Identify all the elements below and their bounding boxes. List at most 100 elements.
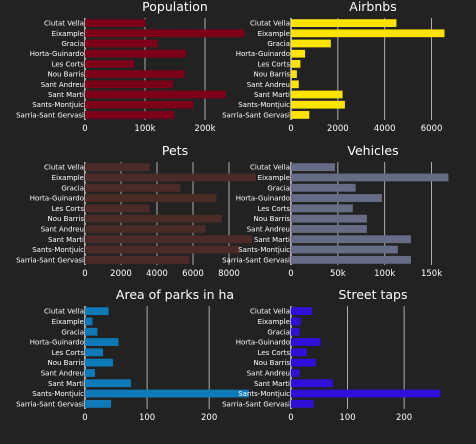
pets-panel: 0 2000 4000 6000 8000 Ciutat Vella Eixample Gra… xyxy=(16,143,256,279)
bar xyxy=(291,225,367,233)
bar xyxy=(291,70,297,78)
category-label: Horta-Guinardo xyxy=(236,50,290,58)
category-label: Ciutat Vella xyxy=(250,308,290,316)
category-label: Ciutat Vella xyxy=(44,164,84,172)
category-label: Gracia xyxy=(61,328,84,336)
x-tick-label: 8000 xyxy=(218,269,240,279)
airbnbs-panel: 0 2000 4000 6000 Ciutat Vella Eixample Gracia H… xyxy=(222,0,445,134)
category-label: Nou Barris xyxy=(48,359,85,367)
x-tick-label: 200 xyxy=(201,413,217,423)
bar xyxy=(85,194,217,202)
category-label: Eixample xyxy=(52,318,84,326)
category-label: Nou Barris xyxy=(254,215,291,223)
bar xyxy=(291,369,300,377)
category-label: Sant Marti xyxy=(48,91,84,99)
bar xyxy=(291,90,343,99)
bar xyxy=(85,348,103,357)
chart-title: Population xyxy=(142,0,208,14)
bar xyxy=(291,19,397,27)
bar xyxy=(85,399,112,408)
x-tick-label: 100 xyxy=(339,413,355,423)
category-label: Ciutat Vella xyxy=(250,164,290,172)
bar xyxy=(85,327,98,336)
category-label: Sants-Montjuic xyxy=(238,101,290,109)
category-label: Sant Marti xyxy=(254,380,290,388)
category-label: Sants-Montjuic xyxy=(238,246,290,254)
category-label: Gracia xyxy=(61,40,84,48)
bar xyxy=(85,19,146,27)
category-label: Sants-Montjuic xyxy=(238,390,290,398)
x-tick-label: 100k xyxy=(374,269,395,279)
bar xyxy=(291,29,445,38)
category-label: Horta-Guinardo xyxy=(30,50,84,58)
category-label: Sants-Montjuic xyxy=(32,246,84,254)
bar xyxy=(85,389,249,398)
x-tick-label: 150k xyxy=(421,269,442,279)
x-tick-label: 4000 xyxy=(146,269,168,279)
bar xyxy=(291,100,345,109)
chart-title: Area of parks in ha xyxy=(116,287,234,302)
bar xyxy=(85,255,190,264)
vehicles-panel: 0 50k 100k 150k Ciutat Vella Eixample Gracia Ho… xyxy=(222,143,449,279)
bar xyxy=(291,235,411,244)
bar xyxy=(85,173,256,182)
category-label: Sarria-Sant Gervasi xyxy=(222,111,290,119)
bar xyxy=(291,194,382,202)
bar xyxy=(291,163,336,172)
bar xyxy=(85,39,158,48)
category-label: Horta-Guinardo xyxy=(30,339,84,347)
bar xyxy=(85,163,150,172)
x-tick-label: 100k xyxy=(134,124,155,134)
x-tick-label: 0 xyxy=(288,269,293,279)
bar xyxy=(291,389,441,398)
bar xyxy=(291,399,314,408)
category-label: Nou Barris xyxy=(254,71,291,79)
bar xyxy=(85,358,113,367)
x-tick-label: 2000 xyxy=(110,269,132,279)
bar xyxy=(291,80,299,89)
category-label: Sants-Montjuic xyxy=(32,390,84,398)
bar xyxy=(85,70,185,78)
bar xyxy=(85,29,245,38)
chart-title: Pets xyxy=(162,143,188,158)
parks-area-panel: 0 100 200 Ciutat Vella Eixample Gracia Horta-G… xyxy=(16,287,249,423)
category-label: Sant Marti xyxy=(254,91,290,99)
x-tick-label: 200 xyxy=(396,413,412,423)
category-label: Sant Andreu xyxy=(247,81,290,89)
category-label: Sant Andreu xyxy=(41,81,84,89)
population-panel: 0 100k 200k Ciutat Vella Eixample Gracia Horta… xyxy=(16,0,245,134)
category-label: Eixample xyxy=(52,30,84,38)
x-tick-label: 2000 xyxy=(327,124,349,134)
category-label: Eixample xyxy=(258,318,290,326)
category-label: Sant Andreu xyxy=(41,225,84,233)
bar xyxy=(85,90,226,99)
x-tick-label: 6000 xyxy=(182,269,204,279)
category-label: Nou Barris xyxy=(48,215,85,223)
bar xyxy=(85,100,194,109)
category-label: Nou Barris xyxy=(254,359,291,367)
category-label: Ciutat Vella xyxy=(250,20,290,28)
bar xyxy=(85,214,222,223)
bar xyxy=(291,348,307,357)
category-label: Sarria-Sant Gervasi xyxy=(16,400,84,408)
bar xyxy=(85,183,181,192)
chart-title: Airbnbs xyxy=(349,0,396,14)
category-label: Gracia xyxy=(267,40,290,48)
x-tick-label: 6000 xyxy=(421,124,443,134)
category-label: Eixample xyxy=(258,174,290,182)
bar xyxy=(291,338,321,346)
category-label: Gracia xyxy=(267,328,290,336)
bar xyxy=(291,379,333,388)
category-label: Sarria-Sant Gervasi xyxy=(222,400,290,408)
bar xyxy=(291,204,353,213)
bar xyxy=(291,111,310,119)
category-label: Horta-Guinardo xyxy=(30,195,84,203)
category-label: Sant Andreu xyxy=(247,369,290,377)
category-label: Gracia xyxy=(267,184,290,192)
x-tick-label: 0 xyxy=(288,124,293,134)
x-tick-label: 50k xyxy=(330,269,346,279)
x-tick-label: 0 xyxy=(82,269,87,279)
category-label: Sarria-Sant Gervasi xyxy=(222,256,290,264)
category-label: Sarria-Sant Gervasi xyxy=(16,256,84,264)
bar xyxy=(85,111,175,119)
